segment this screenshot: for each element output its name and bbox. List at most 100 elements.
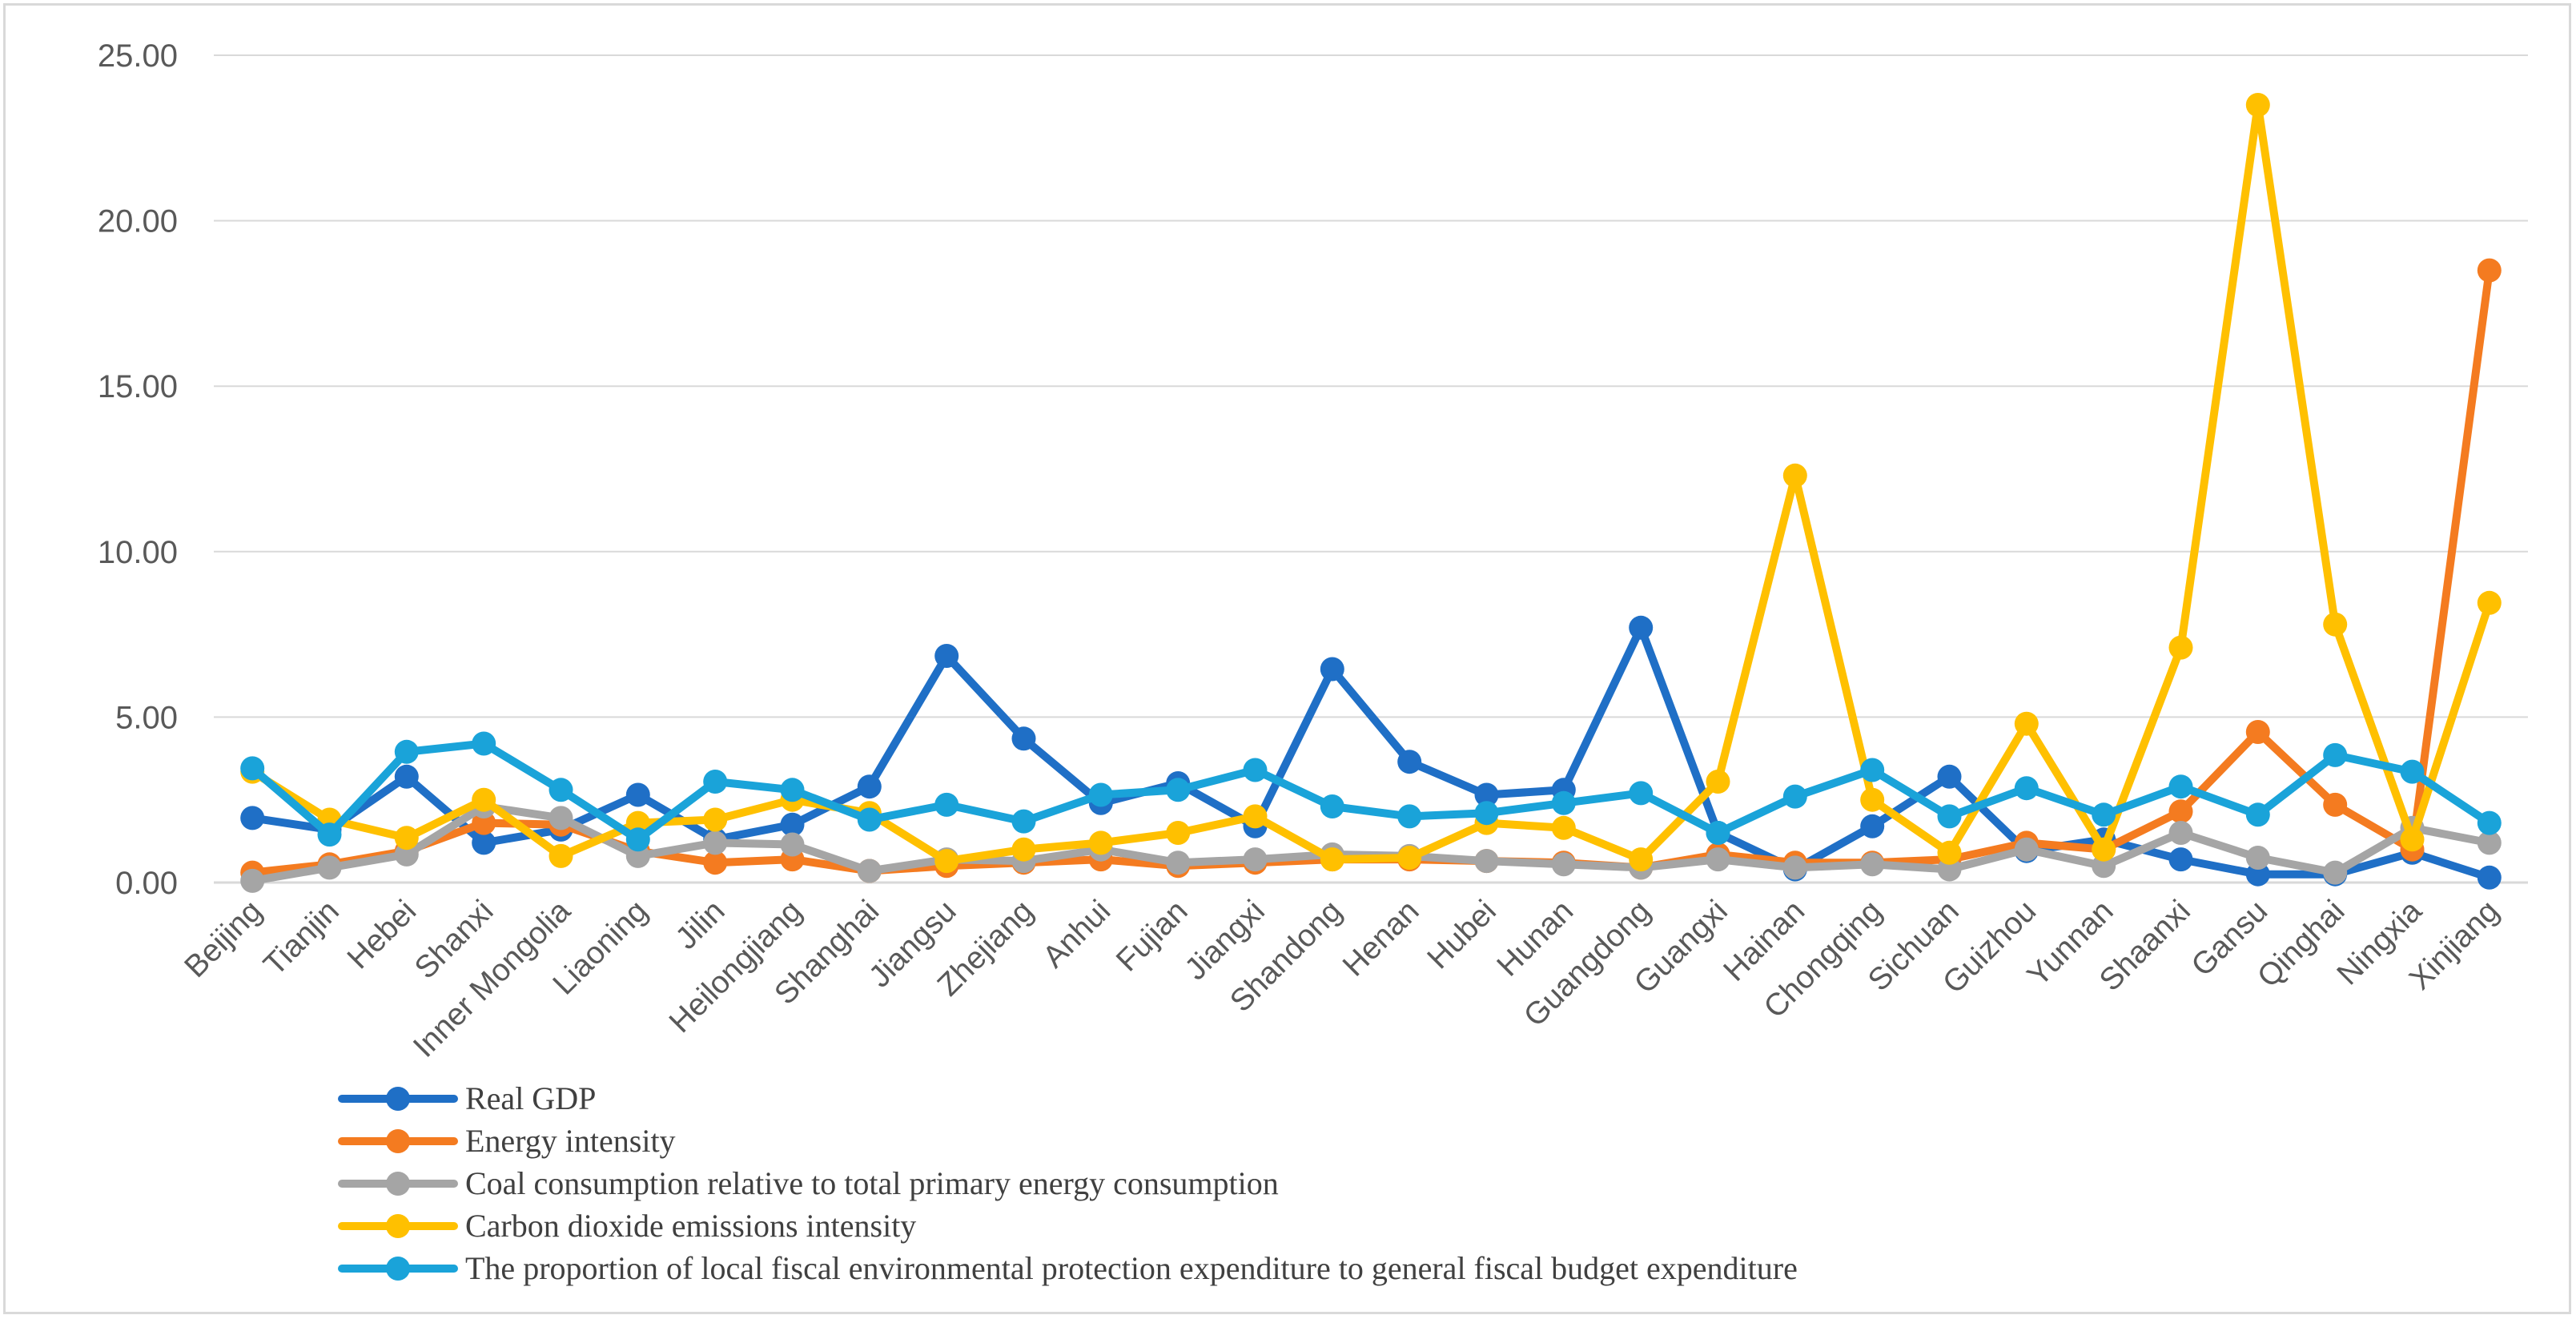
series-line (248, 101, 2494, 866)
legend-label: Energy intensity (465, 1123, 676, 1159)
data-point (549, 778, 573, 802)
data-point (2477, 810, 2502, 835)
data-point (1860, 852, 1885, 877)
x-tick-label: Henan (1336, 894, 1426, 983)
data-point (1397, 804, 1422, 829)
data-point (1474, 849, 1499, 874)
y-tick-label: 0.00 (115, 866, 178, 901)
data-point (1937, 857, 1962, 882)
data-point (934, 644, 959, 668)
data-point (2092, 854, 2116, 879)
legend-item: Carbon dioxide emissions intensity (338, 1208, 916, 1244)
data-point (1320, 794, 1344, 818)
data-point (2245, 846, 2270, 870)
y-tick-label: 10.00 (98, 535, 178, 570)
data-point (703, 851, 728, 875)
data-point (703, 830, 728, 855)
data-point (1782, 463, 1807, 488)
data-point (780, 812, 805, 837)
legend-label: Coal consumption relative to total prima… (465, 1165, 1279, 1201)
data-point (1243, 804, 1268, 829)
data-point (2323, 860, 2348, 885)
data-point (703, 807, 728, 832)
x-tick-label: Qinghai (2251, 894, 2351, 994)
data-point (1243, 758, 1268, 782)
data-point (394, 842, 419, 867)
data-point (780, 778, 805, 802)
data-point (1088, 830, 1113, 855)
data-point (1782, 855, 1807, 880)
data-point (1860, 814, 1885, 838)
data-point (2323, 612, 2348, 637)
data-point (1474, 782, 1499, 807)
line-chart: 0.00 5.00 10.00 15.00 20.00 25.00 BeijingTian… (98, 38, 2528, 1286)
legend-swatch-marker (386, 1172, 410, 1196)
data-point (317, 822, 342, 847)
data-point (1397, 750, 1422, 774)
data-point (625, 810, 650, 835)
data-point (2168, 635, 2193, 660)
data-point (934, 792, 959, 817)
data-point (1860, 787, 1885, 812)
gridlines (214, 54, 2528, 883)
data-point (1551, 852, 1576, 877)
data-point (549, 843, 573, 868)
data-point (549, 806, 573, 830)
data-point (2014, 776, 2039, 801)
chart-frame: 0.00 5.00 10.00 15.00 20.00 25.00 Beijing Tian… (3, 3, 2571, 1314)
data-point (1320, 657, 1344, 682)
data-point (1011, 837, 1036, 862)
data-point (1706, 847, 1730, 872)
data-point (2168, 774, 2193, 799)
data-point (394, 764, 419, 789)
data-point (2168, 847, 2193, 872)
data-point (2245, 862, 2270, 887)
data-point (1320, 847, 1344, 872)
data-point (1629, 847, 1654, 872)
data-point (2168, 821, 2193, 845)
data-point (1166, 778, 1191, 802)
data-point (2323, 792, 2348, 817)
data-point (2400, 759, 2425, 784)
data-point (1860, 758, 1885, 782)
data-point (1706, 821, 1730, 845)
data-point (780, 832, 805, 857)
data-point (317, 855, 342, 880)
data-point (1551, 790, 1576, 815)
data-point (2400, 827, 2425, 852)
data-point (1782, 784, 1807, 809)
y-tick-label: 25.00 (98, 38, 178, 74)
data-point (1551, 815, 1576, 840)
data-point (625, 782, 650, 807)
data-point (2092, 837, 2116, 862)
series-line (248, 739, 2494, 844)
legend-swatch-marker (386, 1257, 410, 1281)
data-point (1937, 804, 1962, 829)
data-point (2092, 802, 2116, 827)
data-point (472, 810, 496, 835)
data-point (2014, 837, 2039, 862)
data-point (394, 826, 419, 851)
data-point (2168, 799, 2193, 824)
data-point (1166, 851, 1191, 875)
data-point (1629, 615, 1654, 640)
series-5 (240, 731, 2502, 852)
legend: Real GDP Energy intensity Coal consumption… (338, 1080, 1798, 1286)
data-point (240, 756, 265, 781)
data-point (857, 859, 882, 883)
data-point (1088, 782, 1113, 807)
data-point (2245, 93, 2270, 117)
data-point (1474, 801, 1499, 826)
legend-item: Real GDP (338, 1080, 596, 1116)
legend-label: The proportion of local fiscal environme… (465, 1250, 1798, 1286)
data-point (2477, 830, 2502, 855)
data-point (1937, 840, 1962, 865)
data-point (1706, 770, 1730, 794)
data-point (2323, 742, 2348, 767)
data-point (934, 849, 959, 874)
y-tick-label: 20.00 (98, 204, 178, 239)
legend-swatch-marker (386, 1214, 410, 1238)
series-line (248, 266, 2494, 877)
data-point (472, 787, 496, 812)
